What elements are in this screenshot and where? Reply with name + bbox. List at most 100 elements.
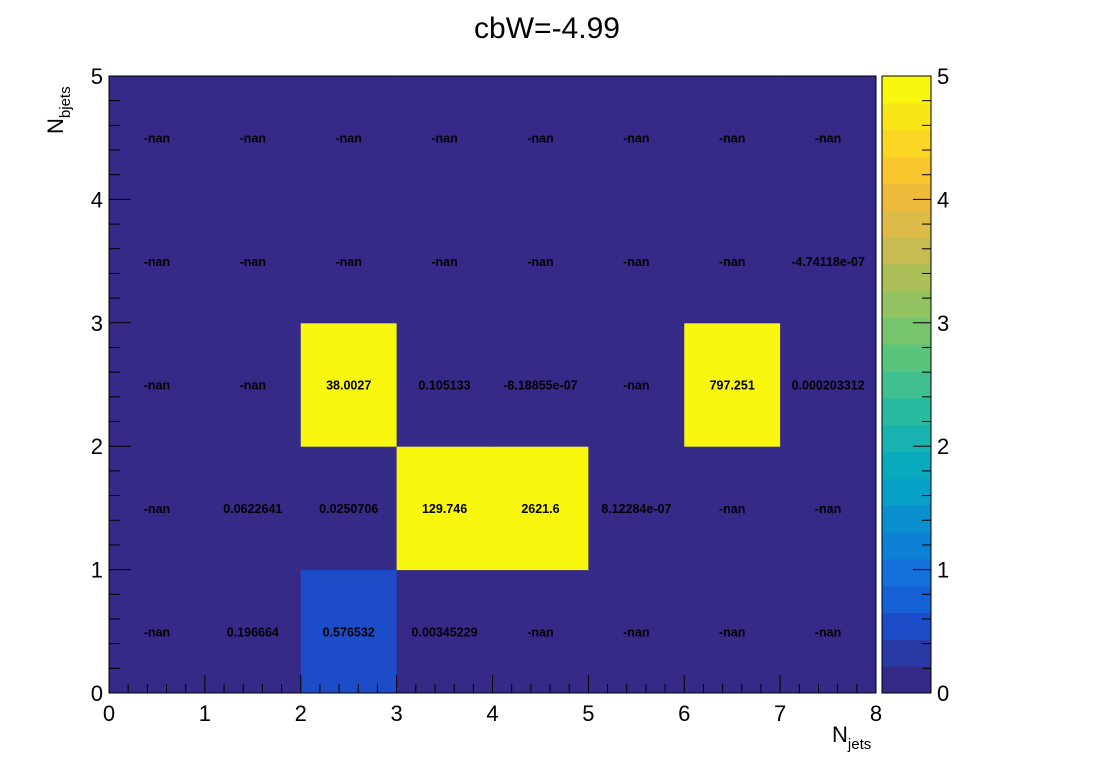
y-tick-label: 4: [91, 187, 103, 212]
cell-label-5-1: 8.12284e-07: [601, 502, 671, 516]
x-tick-label: 3: [391, 701, 403, 726]
cell-label-1-2: -nan: [240, 379, 266, 393]
colorbar-segment: [882, 236, 931, 265]
heatmap-cell-3-4: [396, 76, 493, 200]
cell-label-2-0: 0.576532: [323, 625, 375, 639]
cell-label-7-1: -nan: [815, 502, 841, 516]
colorbar-tick-label: 5: [937, 64, 949, 89]
heatmap-cell-4-1: [492, 446, 589, 571]
cell-label-3-3: -nan: [431, 255, 457, 269]
heatmap-cell-1-0: [204, 569, 302, 694]
heatmap-cell-4-0: [492, 569, 589, 694]
cell-label-6-3: -nan: [719, 255, 745, 269]
cell-label-0-4: -nan: [144, 132, 170, 146]
colorbar: 0 1 2 3 4 5: [881, 64, 949, 706]
cell-label-4-0: -nan: [527, 625, 553, 639]
colorbar-segment: [882, 290, 931, 318]
heatmap-cell-5-0: [588, 569, 685, 694]
colorbar-tick-label: 3: [937, 311, 949, 336]
cell-label-7-0: -nan: [815, 625, 841, 639]
heatmap-cell-2-0: [300, 569, 398, 694]
cell-label-7-4: -nan: [815, 132, 841, 146]
x-tick-label: 4: [486, 701, 498, 726]
heatmap-cell-labels: -nan 0.196664 0.576532 0.00345229 -nan -nan -n…: [144, 132, 865, 640]
cell-label-0-2: -nan: [144, 379, 170, 393]
colorbar-segment: [882, 666, 931, 694]
heatmap-cell-2-4: [300, 76, 398, 200]
colorbar-segment: [882, 344, 931, 372]
heatmap-cell-6-0: [684, 569, 781, 694]
cell-label-4-2: -8.18855e-07: [503, 379, 577, 393]
colorbar-segment: [882, 317, 931, 345]
cell-label-1-0: 0.196664: [227, 625, 279, 639]
heatmap-cell-7-1: [780, 446, 877, 571]
x-tick-label: 8: [870, 701, 882, 726]
colorbar-segment: [882, 612, 931, 640]
heatmap-cell-7-4: [780, 76, 877, 200]
cell-label-5-3: -nan: [623, 255, 649, 269]
cell-label-1-1: 0.0622641: [223, 502, 282, 516]
colorbar-segment: [882, 76, 931, 104]
colorbar-segment: [882, 424, 931, 453]
colorbar-segment: [882, 585, 931, 614]
heatmap-cell-3-0: [396, 569, 493, 694]
cell-label-7-2: 0.000203312: [792, 379, 865, 393]
colorbar-segment: [882, 532, 931, 560]
heatmap-cell-1-4: [204, 76, 302, 200]
cell-label-6-1: -nan: [719, 502, 745, 516]
cell-label-4-1: 2621.6: [521, 502, 559, 516]
colorbar-segment: [882, 505, 931, 533]
x-tick-label: 7: [774, 701, 786, 726]
colorbar-frame: [881, 75, 932, 694]
colorbar-segment: [882, 183, 931, 211]
y-tick-label: 0: [91, 681, 103, 706]
y-tick-label: 2: [91, 434, 103, 459]
heatmap-cell-2-3: [300, 199, 398, 324]
colorbar-tick-label: 0: [937, 681, 949, 706]
cell-label-5-4: -nan: [623, 132, 649, 146]
x-tick-label: 2: [295, 701, 307, 726]
colorbar-segment: [882, 102, 931, 131]
heatmap-cell-5-3: [588, 199, 685, 324]
heatmap-cell-2-2: [300, 322, 398, 447]
colorbar-segment: [882, 558, 931, 587]
heatmap-cell-7-3: [780, 199, 877, 324]
heatmap-cell-1-3: [204, 199, 302, 324]
heatmap-cell-6-4: [684, 76, 781, 200]
heatmap-cell-5-1: [588, 446, 685, 571]
x-tick-label: 5: [582, 701, 594, 726]
heatmap-cell-6-2: [684, 322, 781, 447]
cell-label-4-3: -nan: [527, 255, 553, 269]
heatmap-cell-5-4: [588, 76, 685, 200]
cell-label-1-4: -nan: [240, 132, 266, 146]
cell-label-0-1: -nan: [144, 502, 170, 516]
cell-label-5-0: -nan: [623, 625, 649, 639]
x-axis-label-main: N: [832, 722, 848, 747]
cell-label-0-3: -nan: [144, 255, 170, 269]
y-axis-label-main: N: [43, 118, 68, 134]
heatmap-cell-3-3: [396, 199, 493, 324]
heatmap-cell-6-1: [684, 446, 781, 571]
colorbar-segment: [882, 397, 931, 426]
heatmap-cell-0-3: [109, 199, 206, 324]
heatmap-cells: [109, 76, 877, 694]
colorbar-segment: [882, 156, 931, 184]
y-tick-label: 1: [91, 558, 103, 583]
chart-title: cbW=-4.99: [474, 12, 620, 45]
heatmap-cell-3-2: [396, 322, 493, 447]
heatmap-cell-0-0: [109, 569, 206, 694]
cell-label-0-0: -nan: [144, 625, 170, 639]
colorbar-segment: [882, 263, 931, 292]
cell-label-3-1: 129.746: [422, 502, 467, 516]
heatmap-cell-5-2: [588, 322, 685, 447]
heatmap-cell-7-2: [780, 322, 877, 447]
colorbar-segment: [882, 451, 931, 479]
heatmap-cell-3-1: [396, 446, 493, 571]
heatmap-cell-0-1: [109, 446, 206, 571]
cell-label-6-2: 797.251: [710, 379, 755, 393]
cell-label-3-2: 0.105133: [418, 379, 470, 393]
x-axis-label: Njets: [832, 722, 871, 753]
x-tick-label: 0: [103, 701, 115, 726]
colorbar-tick-label: 4: [937, 187, 949, 212]
